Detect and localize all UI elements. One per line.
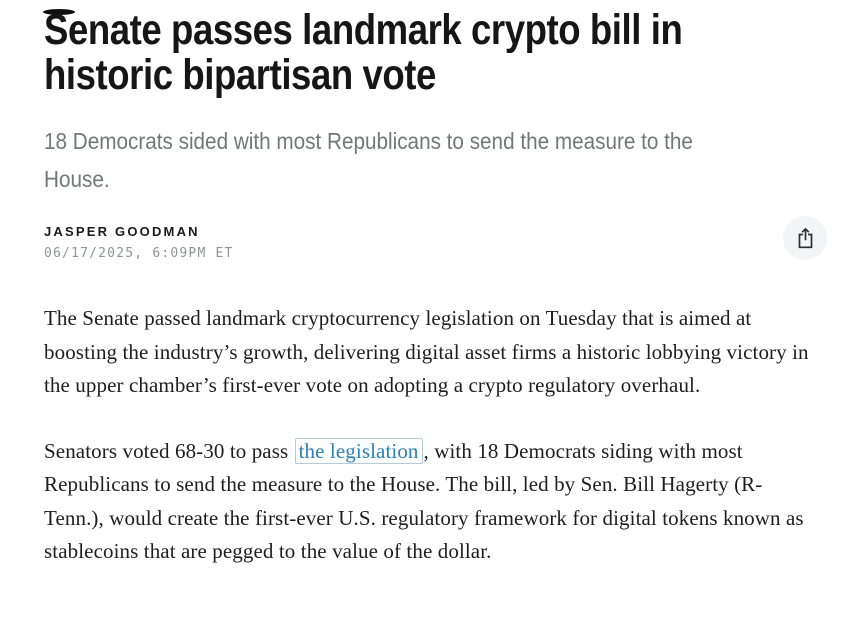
page-title: Senate passes landmark crypto bill in hi… [44, 8, 816, 98]
headline-line-1: Senate passes landmark crypto bill in [44, 6, 683, 54]
clipped-logo-mark [43, 9, 75, 15]
article-body: The Senate passed landmark cryptocurrenc… [44, 302, 816, 569]
dek-line-2: House. [44, 166, 110, 192]
share-button[interactable] [783, 216, 827, 260]
publish-date: 06/17/2025, 6:09PM ET [44, 246, 234, 261]
article-paragraph-2: Senators voted 68-30 to pass the legisla… [44, 435, 816, 569]
byline-block: JASPER GOODMAN 06/17/2025, 6:09PM ET [44, 224, 816, 263]
paragraph-2-text-before: Senators voted 68-30 to pass [44, 438, 294, 463]
headline-line-2: historic bipartisan vote [44, 51, 436, 99]
author-name[interactable]: JASPER GOODMAN [44, 224, 200, 239]
paragraph-2-text-after: , with 18 Democrats siding with most Rep… [44, 438, 804, 564]
dek-line-1: 18 Democrats sided with most Republicans… [44, 128, 693, 154]
article-dek: 18 Democrats sided with most Republicans… [44, 122, 816, 198]
share-icon [795, 227, 816, 249]
article-paragraph-1: The Senate passed landmark cryptocurrenc… [44, 306, 809, 397]
legislation-link[interactable]: the legislation [294, 437, 423, 464]
